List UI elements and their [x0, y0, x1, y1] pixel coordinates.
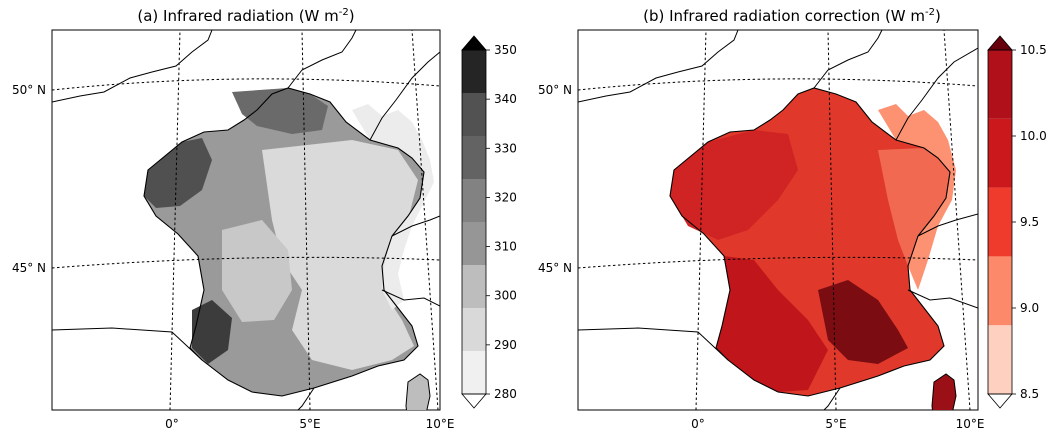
panel-a-graticule-lat-50: [52, 78, 440, 91]
panel-b-lon-label-5: 5°E: [825, 417, 846, 431]
panel-a-uk-coast: [52, 30, 213, 103]
panel-a-graticule-lon-0: [169, 30, 181, 410]
panel-b-spain-coast: [578, 327, 729, 361]
panel-b-colorbar-segment: [988, 325, 1012, 394]
panel-b-colorbar-tick-label: 9.0: [1020, 301, 1039, 315]
panel-b-alps-extension: [878, 104, 956, 290]
panel-a-spain-coast: [52, 327, 203, 361]
panel-b-title: (b) Infrared radiation correction (W m-2…: [643, 7, 941, 25]
panel-b-colorbar-segment: [988, 50, 1012, 119]
panel-b-corsica-fill: [932, 374, 956, 410]
panel-a-northeast-dark-region: [232, 88, 328, 134]
panel-a-colorbar-segment: [462, 222, 486, 265]
panel-a-italy-border: [381, 289, 440, 307]
panel-b-swiss-border: [917, 213, 978, 237]
panel-a-colorbar-segment: [462, 308, 486, 351]
panel-a-swiss-border: [391, 215, 440, 237]
panel-b-lon-label-0: 0°: [691, 417, 705, 431]
panel-b-southeast-dark-region: [818, 280, 908, 364]
panel-a-alps-extension: [352, 104, 434, 310]
panel-a-colorbar-tick-label: 320: [494, 190, 517, 204]
panel-b-graticule-lat-45: [578, 256, 978, 269]
panel-b-east-light-region: [878, 148, 950, 266]
panel-b-colorbar-segment: [988, 187, 1012, 257]
panel-a-colorbar-segment: [462, 93, 486, 136]
panel-a-colorbar-max-arrow: [461, 35, 487, 51]
panel-b-colorbar-min-arrow: [987, 393, 1013, 409]
panel-a-southwest-dark-region: [192, 300, 232, 364]
panel-a-colorbar-segment: [462, 50, 486, 93]
panel-b-map: 50° N 45° N 0° 5°E 10°E: [538, 29, 985, 431]
panel-a-colorbar-tick-label: 340: [494, 92, 517, 106]
panel-a-title: (a) Infrared radiation (W m-2): [137, 7, 354, 25]
panel-b-lat-label-45: 45° N: [538, 261, 572, 275]
panel-a: (a) Infrared radiation (W m-2): [12, 7, 517, 431]
panel-b-southwest-darker-region: [716, 256, 828, 392]
panel-a-east-light-region: [262, 140, 418, 370]
panel-b-germany-border: [895, 47, 978, 141]
panel-b-italy-border: [907, 289, 978, 309]
panel-a-map: 50° N 45° N 0° 5°E 10°E: [12, 29, 455, 431]
panel-b-colorbar-tick-label: 8.5: [1020, 387, 1039, 401]
panel-a-central-light-region: [222, 220, 292, 322]
panel-a-colorbar-tick-label: 300: [494, 289, 517, 303]
panel-b-belgium-border: [813, 30, 883, 89]
panel-a-lat-label-45: 45° N: [12, 261, 46, 275]
panel-b-lat-label-50: 50° N: [538, 83, 572, 97]
panel-a-lon-label-5: 5°E: [299, 417, 320, 431]
panel-b-uk-coast: [578, 30, 739, 103]
panel-a-graticule-lat-45: [52, 256, 440, 269]
panel-b-colorbar-max-arrow: [987, 35, 1013, 51]
panel-a-colorbar-tick-label: 290: [494, 338, 517, 352]
panel-a-colorbar-tick-label: 280: [494, 387, 517, 401]
panel-b-northwest-darker-region: [670, 130, 798, 240]
panel-b-colorbar-tick-label: 10.5: [1020, 43, 1047, 57]
panel-a-colorbar-tick-label: 350: [494, 43, 517, 57]
panel-a-colorbar-segment: [462, 136, 486, 179]
panel-b-graticule-lon-0: [695, 30, 707, 410]
panel-a-west-dark-region: [144, 138, 212, 208]
panel-b-graticule-lon-5: [827, 30, 837, 410]
panel-a-colorbar-segment: [462, 265, 486, 308]
panel-a-colorbar-tick-label: 330: [494, 141, 517, 155]
panel-a-colorbar-segment: [462, 179, 486, 222]
panel-a-lon-label-0: 0°: [165, 417, 179, 431]
panel-a-graticule-lon-10: [411, 30, 439, 410]
panel-b-colorbar: 10.5 10.0 9.5 9.0 8.5: [987, 35, 1047, 409]
panel-b-graticule-lat-50: [578, 78, 978, 91]
panel-b-colorbar-tick-label: 9.5: [1020, 215, 1039, 229]
panel-a-graticule-lon-5: [301, 30, 311, 410]
panel-a-lat-label-50: 50° N: [12, 83, 46, 97]
panel-b-lon-label-10: 10°E: [956, 417, 985, 431]
panel-a-belgium-border: [287, 30, 357, 89]
panel-a-colorbar-min-arrow: [461, 393, 487, 409]
panel-b: (b) Infrared radiation correction (W m-2…: [538, 7, 1047, 431]
panel-a-colorbar-segment: [462, 351, 486, 394]
panel-b-colorbar-segment: [988, 118, 1012, 188]
panel-b-colorbar-tick-label: 10.0: [1020, 129, 1047, 143]
panel-a-colorbar: 350 340 330 320 310 300 290 280: [461, 35, 517, 409]
panel-a-lon-label-10: 10°E: [426, 417, 455, 431]
panel-a-germany-border: [369, 51, 440, 141]
panel-b-colorbar-segment: [988, 256, 1012, 326]
panel-b-graticule-lon-10: [943, 30, 971, 410]
panel-a-colorbar-outline: [461, 49, 487, 395]
panel-a-colorbar-tick-label: 310: [494, 240, 517, 254]
